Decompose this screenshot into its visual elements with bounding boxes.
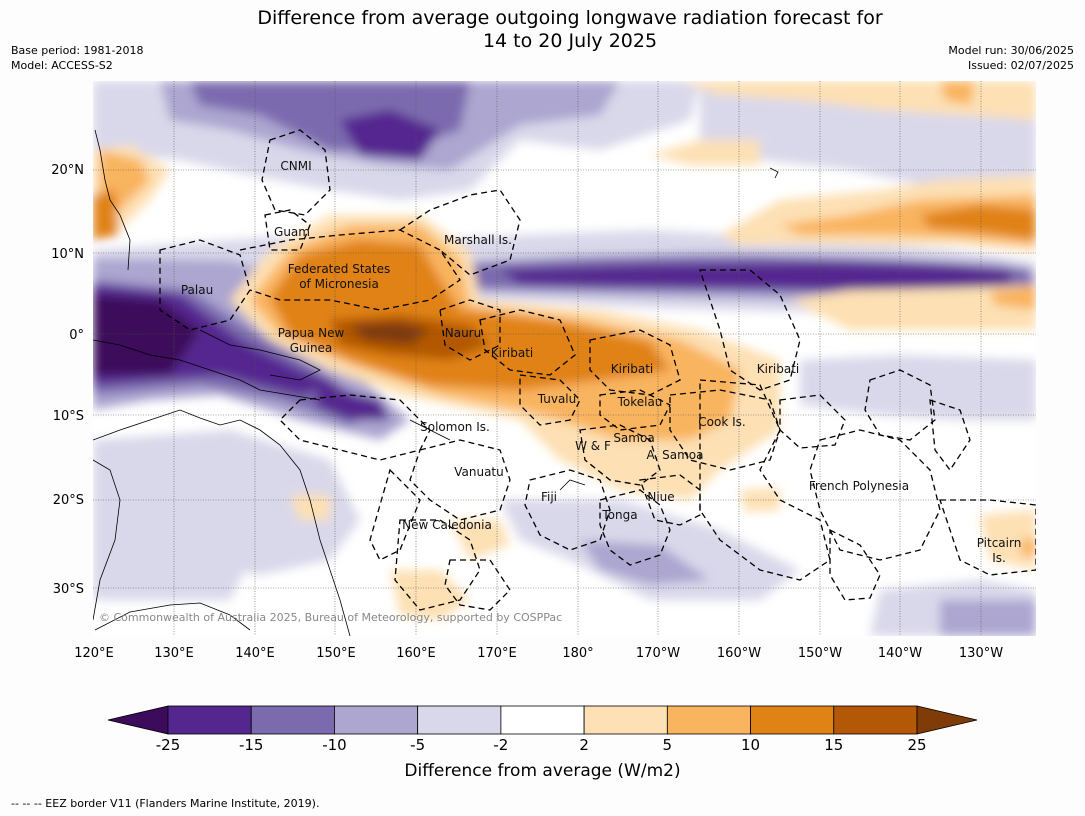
colorbar-segment [750, 705, 835, 735]
colorbar-tick-label: 15 [824, 736, 844, 754]
label-fsm-line1: Federated States [288, 262, 390, 276]
label-american-samoa: A. Samoa [647, 448, 704, 462]
label-vanuatu: Vanuatu [454, 465, 504, 479]
lon-tick: 170°E [477, 646, 517, 661]
colorbar-tick-label: -25 [155, 736, 181, 754]
label-tokelau: Tokelau [617, 395, 663, 409]
colorbar-segment [666, 705, 751, 735]
label-samoa: Samoa [613, 431, 654, 445]
lat-tick: 20°N [51, 163, 84, 178]
label-fsm-line2: of Micronesia [299, 277, 379, 291]
lon-tick: 120°E [74, 646, 114, 661]
lon-tick: 160°W [717, 646, 761, 661]
coastlines [93, 129, 779, 636]
lat-tick: 10°N [51, 247, 84, 262]
colorbar-title: Difference from average (W/m2) [404, 761, 681, 781]
label-png-line2: Guinea [290, 341, 333, 355]
colorbar-tick-label: -15 [238, 736, 264, 754]
meta-left: Base period: 1981-2018 Model: ACCESS-S2 [11, 43, 143, 73]
label-french-polynesia: French Polynesia [809, 479, 909, 493]
title-line-2: 14 to 20 July 2025 [482, 30, 658, 52]
lat-tick: 10°S [53, 409, 84, 424]
model-name: Model: ACCESS-S2 [11, 59, 113, 72]
label-new-caledonia: New Caledonia [402, 518, 492, 532]
lat-tick: 30°S [53, 582, 84, 597]
lon-tick: 170°W [636, 646, 680, 661]
colorbar-tick-label: -10 [322, 736, 347, 754]
label-wallis-futuna: W & F [575, 439, 611, 453]
label-nauru: Nauru [445, 326, 481, 340]
label-tuvalu: Tuvalu [537, 392, 577, 406]
lon-tick: 150°W [798, 646, 842, 661]
lat-tick: 20°S [53, 493, 84, 508]
colorbar-max-extend [916, 705, 978, 735]
lat-tick: 0° [69, 328, 84, 343]
label-fiji: Fiji [541, 490, 557, 504]
label-kiribati-east: Kiribati [757, 362, 799, 376]
label-pitcairn-line1: Pitcairn [977, 536, 1022, 550]
graticule [93, 81, 1036, 636]
colorbar-segment [417, 705, 502, 735]
label-guam: Guam [274, 225, 310, 239]
anomaly-fields [93, 81, 1036, 636]
label-marshall-is: Marshall Is. [444, 233, 512, 247]
map-title: Difference from average outgoing longwav… [0, 7, 1085, 53]
eez-borders [159, 129, 1036, 611]
colorbar-tick-label: 25 [907, 736, 927, 754]
lon-tick: 130°E [154, 646, 194, 661]
label-cnmi: CNMI [280, 159, 311, 173]
label-palau: Palau [181, 283, 213, 297]
colorbar-tick-label: 10 [741, 736, 761, 754]
lon-tick: 140°E [235, 646, 275, 661]
label-pitcairn-line2: Is. [992, 551, 1006, 565]
copyright-text: © Commonwealth of Australia 2025, Bureau… [99, 611, 562, 624]
meta-right: Model run: 30/06/2025 Issued: 02/07/2025 [948, 43, 1074, 73]
label-solomon-is: Solomon Is. [420, 420, 490, 434]
label-png-line1: Papua New [278, 326, 345, 340]
colorbar-segment [500, 705, 585, 735]
colorbar-segment [250, 705, 335, 735]
colorbar-tick-label: 2 [579, 736, 589, 754]
lon-tick: 160°E [396, 646, 436, 661]
colorbar-tick-label: 5 [662, 736, 673, 754]
base-period: Base period: 1981-2018 [11, 44, 144, 57]
latitude-ticks: 20°N 10°N 0° 10°S 20°S 30°S [51, 163, 84, 597]
lon-tick: 180° [562, 646, 593, 661]
colorbar [107, 705, 978, 735]
title-line-1: Difference from average outgoing longwav… [257, 7, 883, 29]
model-run: Model run: 30/06/2025 [948, 44, 1074, 57]
label-niue: Niue [647, 490, 674, 504]
label-kiribati-west: Kiribati [491, 346, 533, 360]
colorbar-segment [833, 705, 918, 735]
colorbar-segment [334, 705, 419, 735]
label-cook-is: Cook Is. [698, 415, 745, 429]
colorbar-segment [583, 705, 668, 735]
label-tonga: Tonga [601, 508, 637, 522]
issued-date: Issued: 02/07/2025 [967, 59, 1074, 72]
lon-tick: 130°W [959, 646, 1003, 661]
region-labels: CNMI Guam Marshall Is. Federated States … [181, 159, 1021, 565]
colorbar-segment [167, 705, 252, 735]
colorbar-tick-label: -2 [493, 736, 509, 754]
colorbar-tick-label: -5 [410, 736, 426, 754]
lon-tick: 140°W [878, 646, 922, 661]
longitude-ticks: 120°E 130°E 140°E 150°E 160°E 170°E 180°… [74, 646, 1003, 661]
lon-tick: 150°E [316, 646, 356, 661]
colorbar-min-extend [107, 705, 169, 735]
label-kiribati-central: Kiribati [611, 362, 653, 376]
eez-footnote: -- -- -- EEZ border V11 (Flanders Marine… [11, 797, 320, 810]
